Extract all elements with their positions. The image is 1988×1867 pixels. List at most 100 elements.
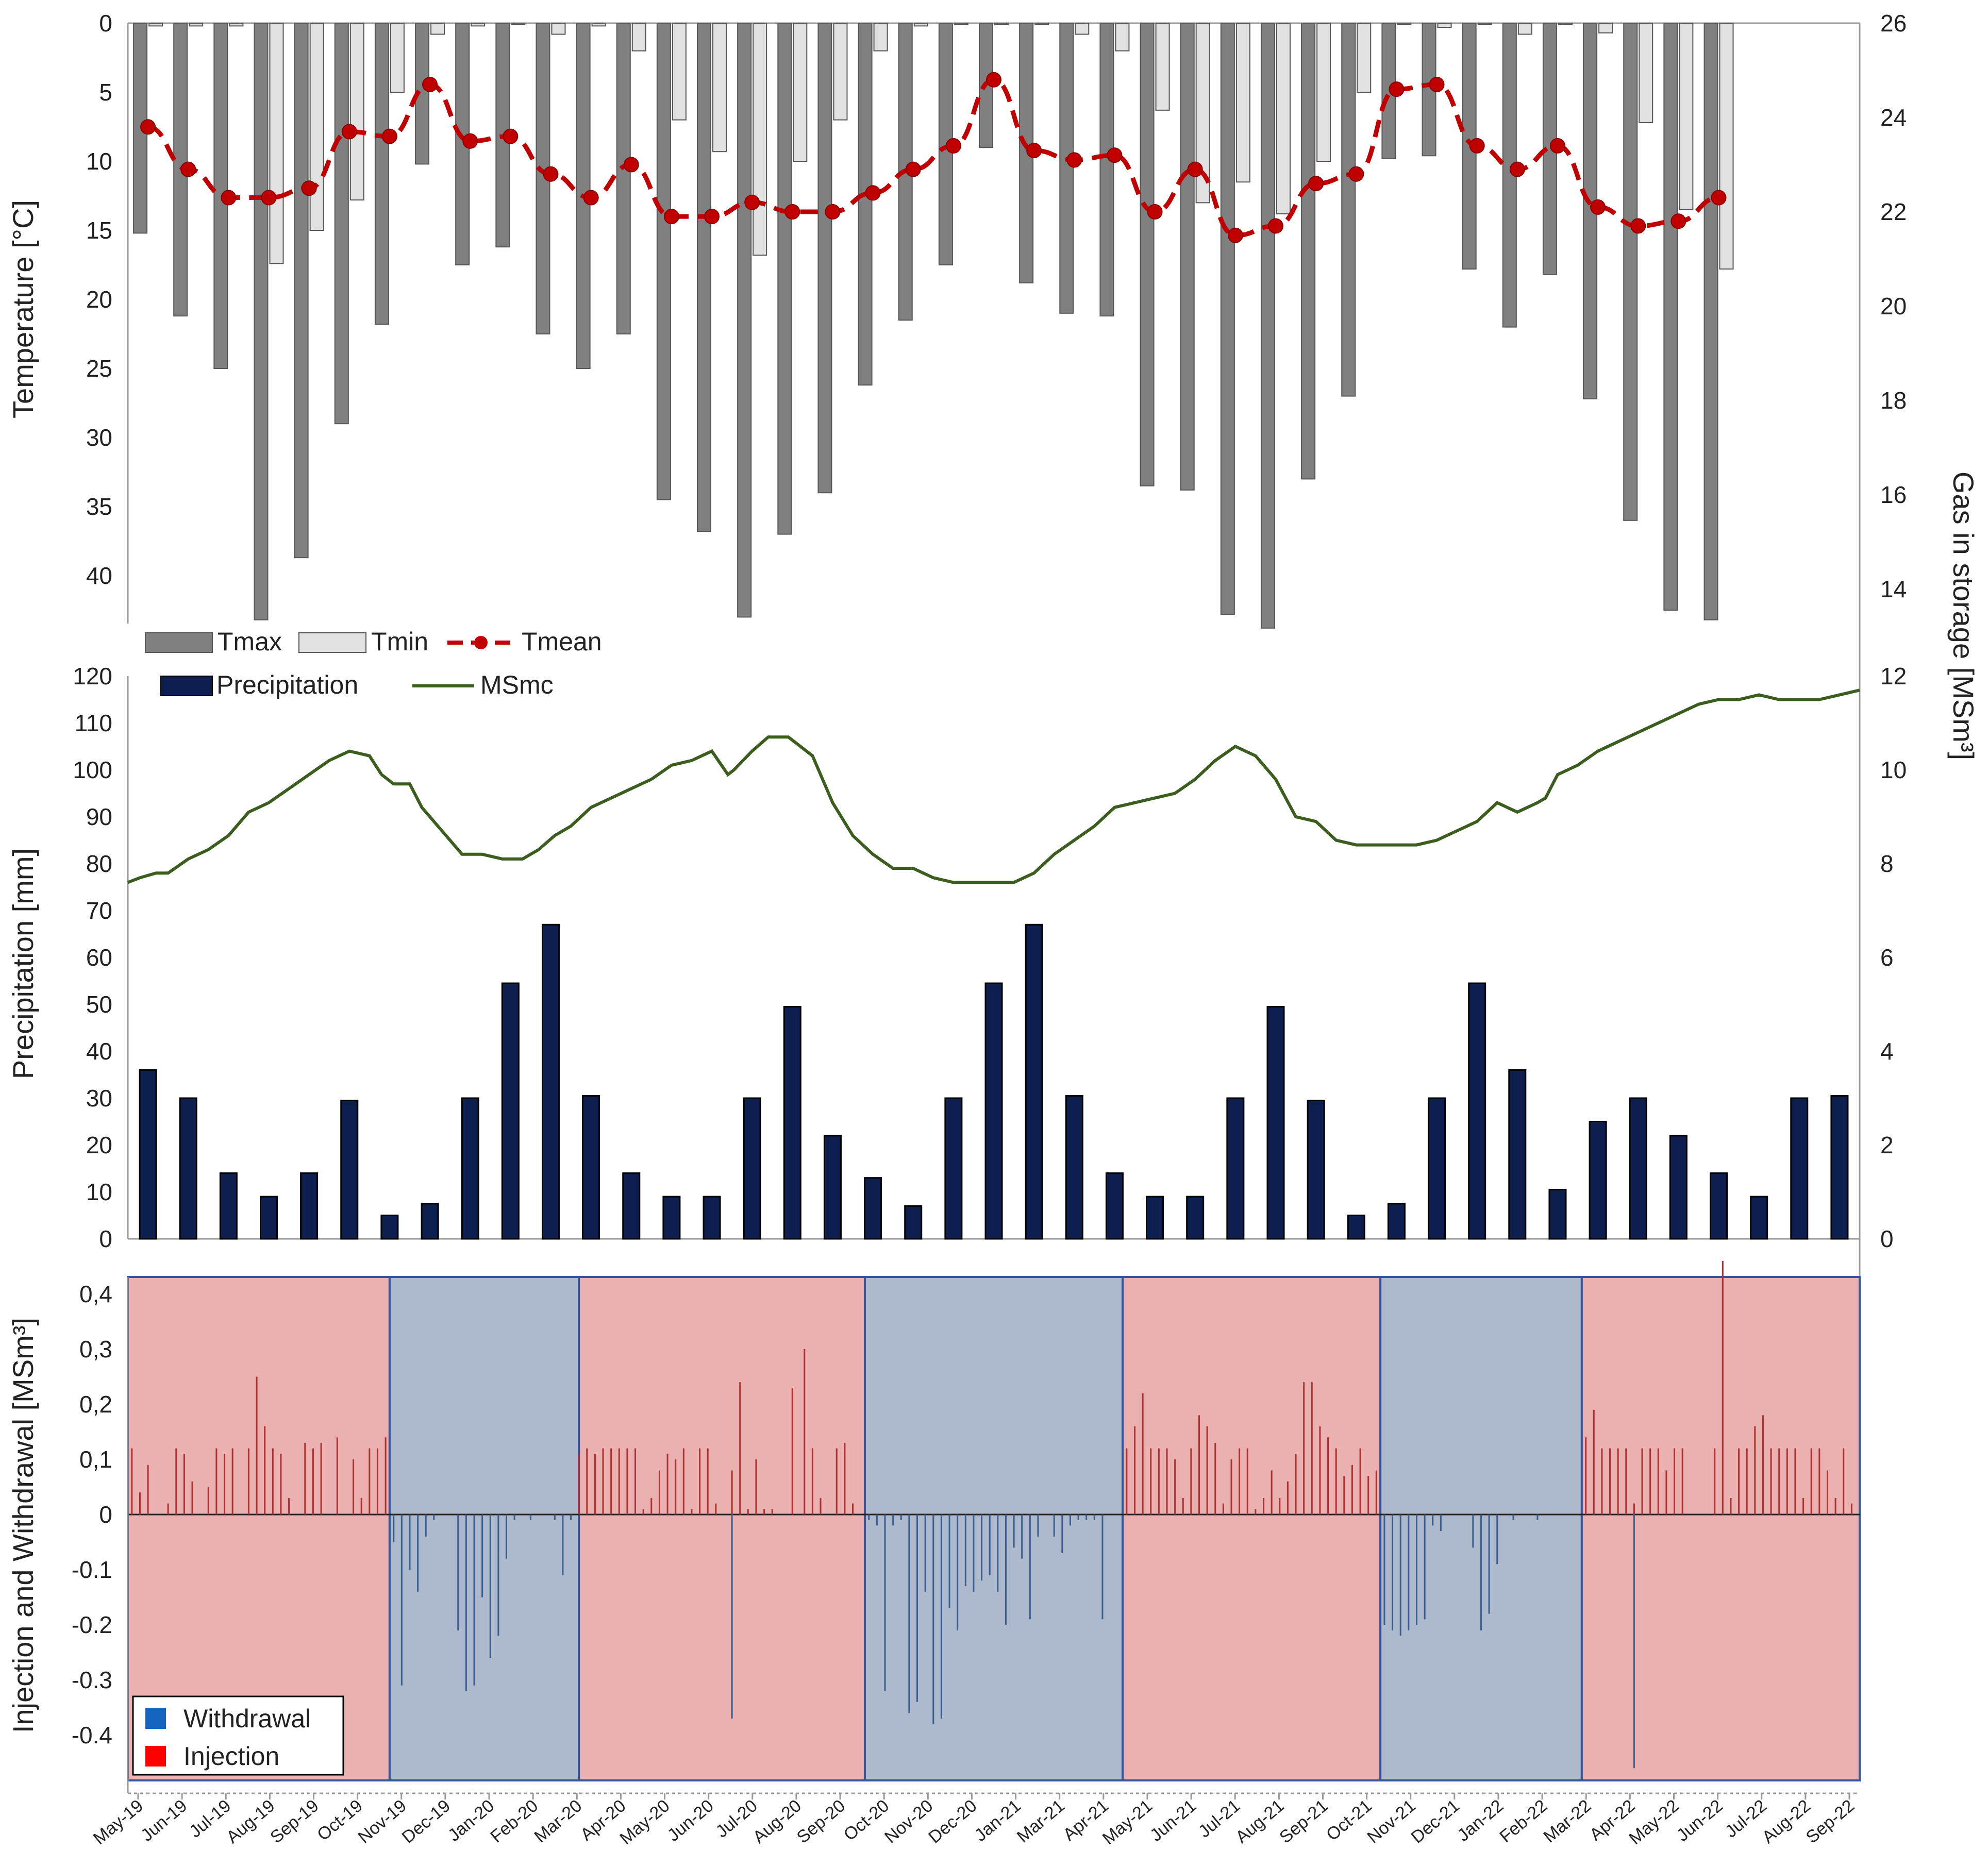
legend-tmin-label: Tmin <box>371 627 428 656</box>
precip-tick-label: 80 <box>86 850 112 877</box>
temp-legend: Tmax Tmin Tmean <box>145 627 602 656</box>
precip-bar <box>179 1097 197 1240</box>
precip-tick-label: 40 <box>86 1038 112 1065</box>
tmin-bar <box>269 23 284 264</box>
inj-tick-label: -0.3 <box>72 1667 112 1693</box>
tmean-point <box>744 194 760 210</box>
temp-tick-label: 0 <box>99 10 112 37</box>
tmax-bar <box>536 23 550 334</box>
tmean-point <box>825 204 841 220</box>
precip-bar <box>1669 1135 1688 1240</box>
injection-withdrawal-chart: 0,4 0,3 0,2 0,1 0 -0.1 -0.2 -0.3 -0.4 Withdrawal I… <box>72 1260 1861 1848</box>
tmin-bar <box>390 23 405 93</box>
tmin-bar <box>349 23 364 201</box>
temp-tick-label: 15 <box>86 217 112 244</box>
precip-bar <box>1266 1006 1285 1240</box>
tmean-point <box>1107 147 1123 163</box>
tmax-bar <box>1140 23 1155 486</box>
inj-tick-label: -0.4 <box>72 1722 112 1748</box>
precip-bar <box>1146 1196 1164 1240</box>
tmin-bar <box>672 23 687 121</box>
tmean-point <box>1590 199 1606 215</box>
precip-bar <box>139 1069 157 1240</box>
axis-titles: Temperature [°C] Precipitation [mm] Inject… <box>7 200 1980 1733</box>
tmin-bar <box>954 23 968 25</box>
precip-bar <box>1508 1069 1527 1240</box>
tmin-bar <box>1075 23 1090 35</box>
tmin-bar <box>1437 23 1452 28</box>
tmin-bar <box>1235 23 1250 183</box>
tmin-bar <box>148 23 163 27</box>
precip-tick-label: 100 <box>73 756 112 783</box>
tmean-point <box>1066 152 1082 168</box>
gas-tick-label-upper: 14 <box>1880 576 1907 602</box>
gas-tick-label-lower: 10 <box>1880 756 1907 783</box>
tmax-bar <box>1099 23 1114 317</box>
legend-injection-swatch <box>145 1746 166 1767</box>
tmean-point <box>623 157 639 173</box>
precip-tick-label: 110 <box>75 710 112 736</box>
tmean-point <box>865 185 881 201</box>
precip-bar <box>1710 1172 1728 1240</box>
tmin-bar <box>1558 23 1573 25</box>
temp-tick-label: 40 <box>86 562 112 589</box>
precip-tick-label: 30 <box>86 1085 112 1112</box>
inj-tick-label: 0,3 <box>79 1336 112 1363</box>
tmax-bar <box>1301 23 1316 480</box>
tmin-bar <box>913 23 928 27</box>
gas-tick-label-upper: 20 <box>1880 293 1907 319</box>
temp-tick-label: 25 <box>86 355 112 382</box>
gas-tick-label-lower: 4 <box>1880 1038 1894 1065</box>
precip-bar <box>783 1006 801 1240</box>
period-withdrawal <box>388 1276 580 1781</box>
inj-tick-label: -0.1 <box>72 1556 112 1583</box>
tmin-bar <box>1276 23 1291 214</box>
temperature-axis-title: Temperature [°C] <box>7 200 39 418</box>
tmax-bar <box>1260 23 1275 629</box>
tmin-bar <box>1679 23 1694 210</box>
precip-bar <box>1589 1121 1607 1240</box>
inj-tick-label: 0,4 <box>79 1281 112 1307</box>
precip-bar <box>541 923 560 1240</box>
legend-injection-label: Injection <box>183 1742 279 1771</box>
gas-tick-label-upper: 16 <box>1880 481 1907 508</box>
tmean-point <box>261 190 277 206</box>
precip-bar <box>1468 982 1486 1240</box>
precip-bar <box>904 1205 923 1240</box>
precip-bar <box>1025 923 1043 1240</box>
tmax-bar <box>1059 23 1074 314</box>
tmax-bar <box>374 23 389 325</box>
period-injection <box>1122 1276 1382 1781</box>
inj-tick-label: -0.2 <box>72 1611 112 1638</box>
temp-tick-label: 10 <box>86 148 112 175</box>
tmin-bar <box>1316 23 1331 162</box>
precip-tick-label: 60 <box>86 944 112 971</box>
legend-msmc-label: MSmc <box>480 670 554 699</box>
inj-legend: Withdrawal Injection <box>132 1695 344 1776</box>
precip-bar <box>662 1196 681 1240</box>
legend-tmean-label: Tmean <box>522 627 602 656</box>
precip-legend: Precipitation MSmc <box>160 670 554 699</box>
temp-tick-label: 35 <box>86 493 112 520</box>
legend-precip-label: Precipitation <box>216 670 358 699</box>
tmin-bar <box>1517 23 1532 35</box>
precip-bar <box>1186 1196 1205 1240</box>
tmax-bar <box>1703 23 1718 620</box>
precip-bar <box>1307 1100 1325 1240</box>
precip-bar <box>944 1097 963 1240</box>
tmin-bar <box>712 23 727 153</box>
tmean-point <box>381 128 397 144</box>
tmean-point <box>1267 218 1283 234</box>
tmean-point <box>1509 161 1525 177</box>
precip-bar <box>1428 1097 1446 1240</box>
tmin-bar <box>309 23 324 231</box>
precip-bar <box>743 1097 761 1240</box>
precip-tick-label: 0 <box>99 1225 112 1252</box>
tmean-point <box>140 119 156 135</box>
tmin-bar <box>1477 23 1492 25</box>
legend-tmean-marker <box>474 636 488 649</box>
tmax-bar <box>254 23 269 620</box>
legend-tmin-swatch <box>298 632 366 653</box>
tmean-point <box>1670 213 1686 229</box>
